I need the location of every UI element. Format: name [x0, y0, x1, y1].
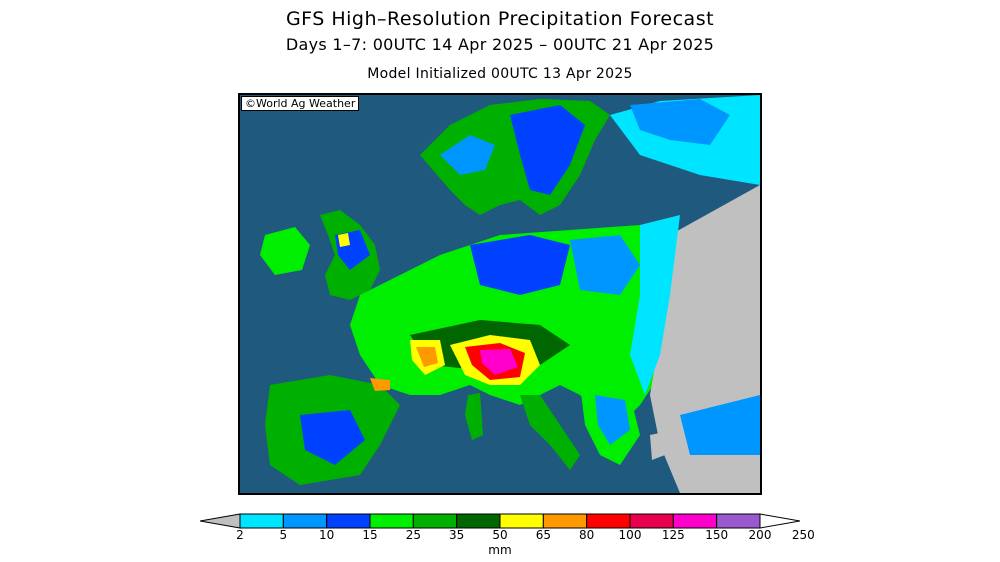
legend-tick-label: 150 — [705, 528, 729, 542]
balkans-rain — [595, 395, 630, 445]
legend-bin — [412, 513, 458, 529]
legend-tick-label: 50 — [492, 528, 508, 542]
legend-bin — [542, 513, 588, 529]
legend-tick-label: 200 — [748, 528, 772, 542]
legend-tick-label: 80 — [579, 528, 595, 542]
anatolia-land — [680, 395, 760, 455]
sweden-rain — [510, 105, 585, 195]
legend-bin — [499, 513, 544, 529]
watermark: ©World Ag Weather — [241, 96, 360, 111]
east-edge-light — [630, 215, 680, 395]
legend-bin — [456, 513, 501, 529]
legend-tick-label: 100 — [618, 528, 642, 542]
legend-tick-label: 25 — [405, 528, 421, 542]
germany-rain — [470, 235, 570, 295]
legend-tick-label: 65 — [535, 528, 551, 542]
aegean-islands — [650, 433, 665, 460]
forecast-period: Days 1–7: 00UTC 14 Apr 2025 – 00UTC 21 A… — [285, 35, 715, 54]
legend-units: mm — [488, 543, 512, 557]
finland-rain — [630, 99, 730, 145]
legend-bin — [239, 513, 284, 529]
legend-tick-label: 15 — [362, 528, 378, 542]
legend-bin — [672, 513, 718, 529]
n-italy-magenta — [480, 349, 518, 375]
france-south-orange — [416, 347, 438, 367]
legend-tick-label: 250 — [791, 528, 815, 542]
map-canvas — [260, 95, 760, 493]
legend-bin — [629, 513, 674, 529]
legend-tick-label: 35 — [449, 528, 465, 542]
precipitation-map: ©World Ag Weather — [238, 93, 762, 495]
legend-tick-label: 10 — [319, 528, 335, 542]
legend-bin-left — [200, 513, 241, 529]
poland-rain — [570, 235, 640, 295]
legend-bin — [369, 513, 414, 529]
legend-tick-label: 125 — [661, 528, 685, 542]
britain-hotspot — [338, 233, 350, 247]
legend-tick-label: 5 — [279, 528, 288, 542]
italy-land — [520, 395, 580, 470]
legend-bin — [586, 513, 631, 529]
legend-bin — [326, 513, 371, 529]
corsica-sardinia — [465, 393, 483, 440]
color-legend — [200, 513, 800, 529]
legend-bin — [282, 513, 328, 529]
ireland-land — [260, 227, 310, 275]
norway-rain — [440, 135, 495, 175]
model-init-time: Model Initialized 00UTC 13 Apr 2025 — [367, 66, 633, 82]
iberia-rain — [300, 410, 365, 465]
legend-tick-label: 2 — [236, 528, 244, 542]
legend-bin — [716, 513, 761, 529]
map-title: GFS High–Resolution Precipitation Foreca… — [285, 8, 715, 30]
iberia-hotspot — [370, 378, 390, 391]
legend-bin-right — [759, 513, 800, 529]
